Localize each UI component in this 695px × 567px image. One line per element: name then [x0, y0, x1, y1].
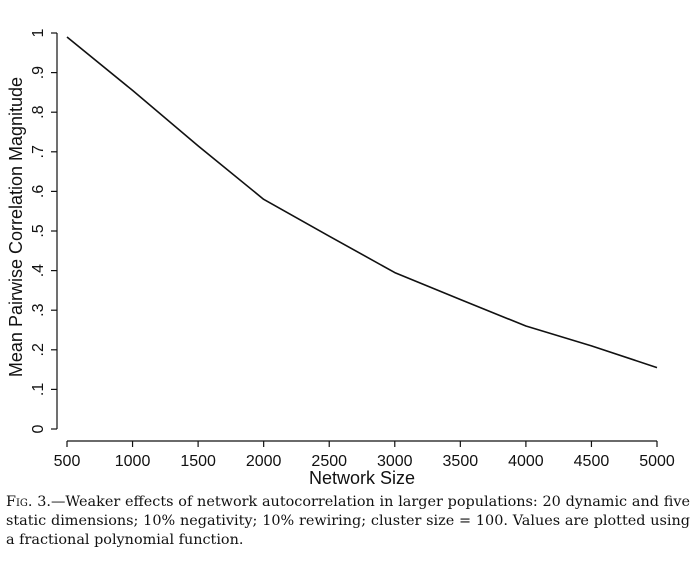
x-tick-label: 5000	[639, 453, 675, 470]
x-tick-label: 3500	[443, 453, 479, 470]
x-ticks: 500 1000 1500 2000 2500 3000 3500 4000 4500 5000	[54, 441, 675, 470]
y-axis-title: Mean Pairwise Correlation Magnitude	[6, 77, 26, 377]
y-tick-label: 1	[30, 28, 47, 37]
plot-area	[66, 36, 658, 369]
y-ticks: 0 .1 .2 .3 .4 .5 .6 .7 .8 .9 1	[30, 28, 57, 433]
figure-caption: Fig. 3.—Weaker effects of network autoco…	[6, 493, 690, 550]
y-tick-label: .4	[30, 264, 47, 277]
y-tick-label: .1	[30, 383, 47, 396]
y-tick-label: .9	[30, 66, 47, 79]
x-tick-label: 3000	[377, 453, 413, 470]
y-tick-label: .2	[30, 343, 47, 356]
x-axis-title: Network Size	[309, 468, 415, 488]
y-tick-label: 0	[30, 424, 47, 433]
x-tick-label: 500	[54, 453, 81, 470]
y-tick-label: .6	[30, 185, 47, 198]
y-axis: 0 .1 .2 .3 .4 .5 .6 .7 .8 .9 1 Mean Pairwise Corre…	[6, 28, 58, 433]
x-tick-label: 4500	[574, 453, 610, 470]
y-tick-label: .7	[30, 145, 47, 158]
series-line	[66, 36, 658, 369]
x-axis: 500 1000 1500 2000 2500 3000 3500 4000 4500 5000 …	[54, 440, 675, 488]
x-tick-label: 2500	[311, 453, 347, 470]
caption-text: —Weaker effects of network autocorrelati…	[6, 494, 690, 548]
chart: 500 1000 1500 2000 2500 3000 3500 4000 4500 5000 …	[6, 28, 675, 488]
x-tick-label: 4000	[508, 453, 544, 470]
x-tick-label: 1000	[115, 453, 151, 470]
y-tick-label: .5	[30, 224, 47, 237]
y-tick-label: .8	[30, 105, 47, 118]
caption-label: Fig. 3.	[6, 494, 52, 510]
x-tick-label: 1500	[180, 453, 216, 470]
y-tick-label: .3	[30, 303, 47, 316]
x-tick-label: 2000	[246, 453, 282, 470]
